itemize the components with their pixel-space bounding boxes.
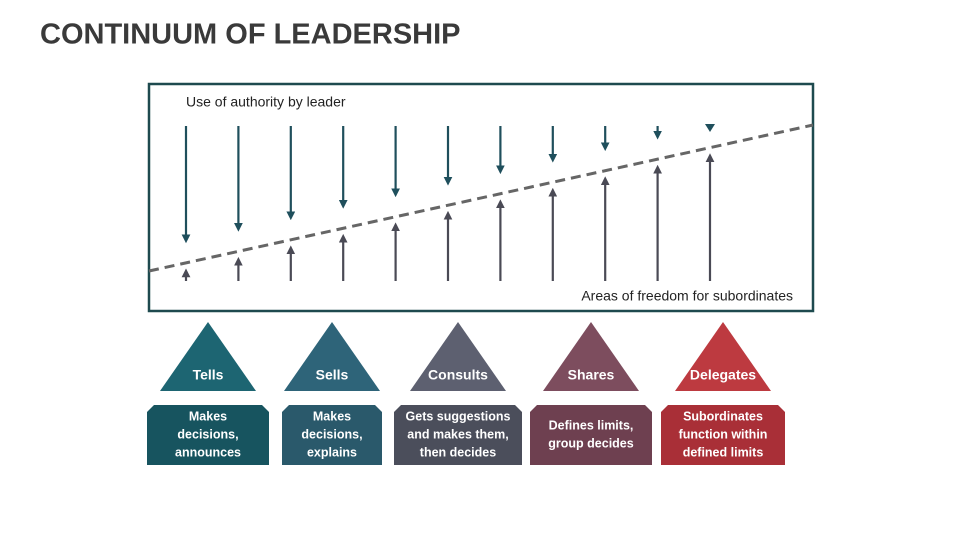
style-label: Delegates <box>690 367 756 383</box>
divider-line <box>148 123 814 273</box>
description-line: and makes them, <box>407 427 508 441</box>
triangle <box>284 322 380 391</box>
triangle <box>543 322 639 391</box>
description-line: Defines limits, <box>549 418 634 432</box>
description-line: Makes <box>313 409 351 423</box>
description-line: Gets suggestions <box>406 409 511 423</box>
description-line: announces <box>175 445 241 459</box>
triangle <box>410 322 506 391</box>
description-line: function within <box>679 427 768 441</box>
title: CONTINUUM OF LEADERSHIP <box>40 19 461 51</box>
top-label: Use of authority by leader <box>186 94 346 110</box>
description-box <box>530 405 652 465</box>
triangle <box>160 322 256 391</box>
description-line: explains <box>307 445 357 459</box>
description-line: defined limits <box>683 445 764 459</box>
style-label: Sells <box>316 367 349 383</box>
style-label: Shares <box>568 367 615 383</box>
description-line: group decides <box>548 436 633 450</box>
style-label: Tells <box>193 367 224 383</box>
description-line: Makes <box>189 409 227 423</box>
arrows <box>181 124 715 281</box>
description-box <box>661 405 785 465</box>
description-line: decisions, <box>301 427 362 441</box>
bottom-label: Areas of freedom for subordinates <box>581 288 793 304</box>
description-line: decisions, <box>177 427 238 441</box>
description-box <box>147 405 269 465</box>
description-line: then decides <box>420 445 496 459</box>
triangle <box>675 322 771 391</box>
down-arrow <box>705 124 715 132</box>
description-box <box>394 405 522 465</box>
style-label: Consults <box>428 367 488 383</box>
description-line: Subordinates <box>683 409 763 423</box>
styles: Tells Makes decisions, announces Sells Makes d… <box>147 322 785 465</box>
description-box <box>282 405 382 465</box>
